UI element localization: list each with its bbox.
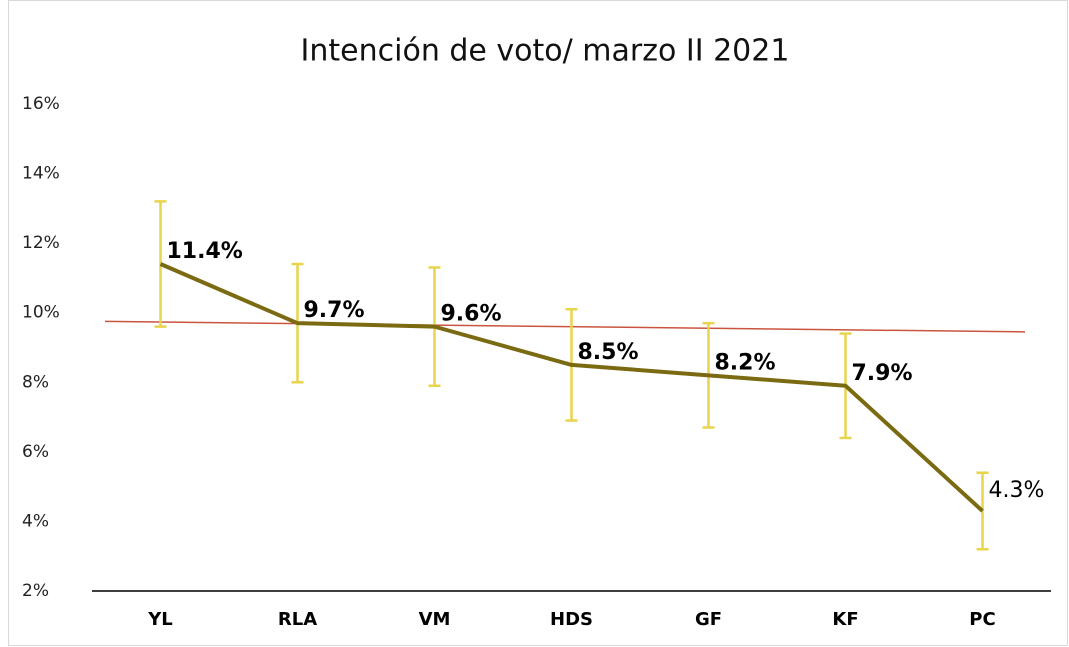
reference-line <box>104 320 1026 333</box>
data-label: 8.2% <box>715 350 776 375</box>
x-tick-label: PC <box>969 609 995 630</box>
y-tick-label: 14% <box>22 164 60 184</box>
chart-title: Intención de voto/ marzo II 2021 <box>301 34 790 69</box>
x-tick-label: GF <box>695 609 722 630</box>
y-tick-label: 6% <box>22 442 49 462</box>
data-label: 9.7% <box>304 298 365 323</box>
y-tick-label: 12% <box>22 233 60 253</box>
data-label: 11.4% <box>167 239 243 264</box>
data-label: 8.5% <box>578 340 639 365</box>
data-line <box>159 262 984 513</box>
x-tick-label: VM <box>419 609 451 630</box>
x-tick-label: HDS <box>550 609 593 630</box>
x-tick-label: KF <box>832 609 858 630</box>
chart-frame <box>8 0 1068 646</box>
x-tick-label: RLA <box>278 609 317 630</box>
y-tick-label: 2% <box>22 581 49 601</box>
y-tick-label: 8% <box>22 372 49 392</box>
y-tick-label: 16% <box>22 94 60 114</box>
y-tick-label: 10% <box>22 303 60 323</box>
data-label: 7.9% <box>852 361 913 386</box>
data-label: 4.3% <box>989 478 1045 503</box>
data-label: 9.6% <box>441 302 502 327</box>
x-tick-label: YL <box>147 609 173 630</box>
y-tick-label: 4% <box>22 511 49 531</box>
